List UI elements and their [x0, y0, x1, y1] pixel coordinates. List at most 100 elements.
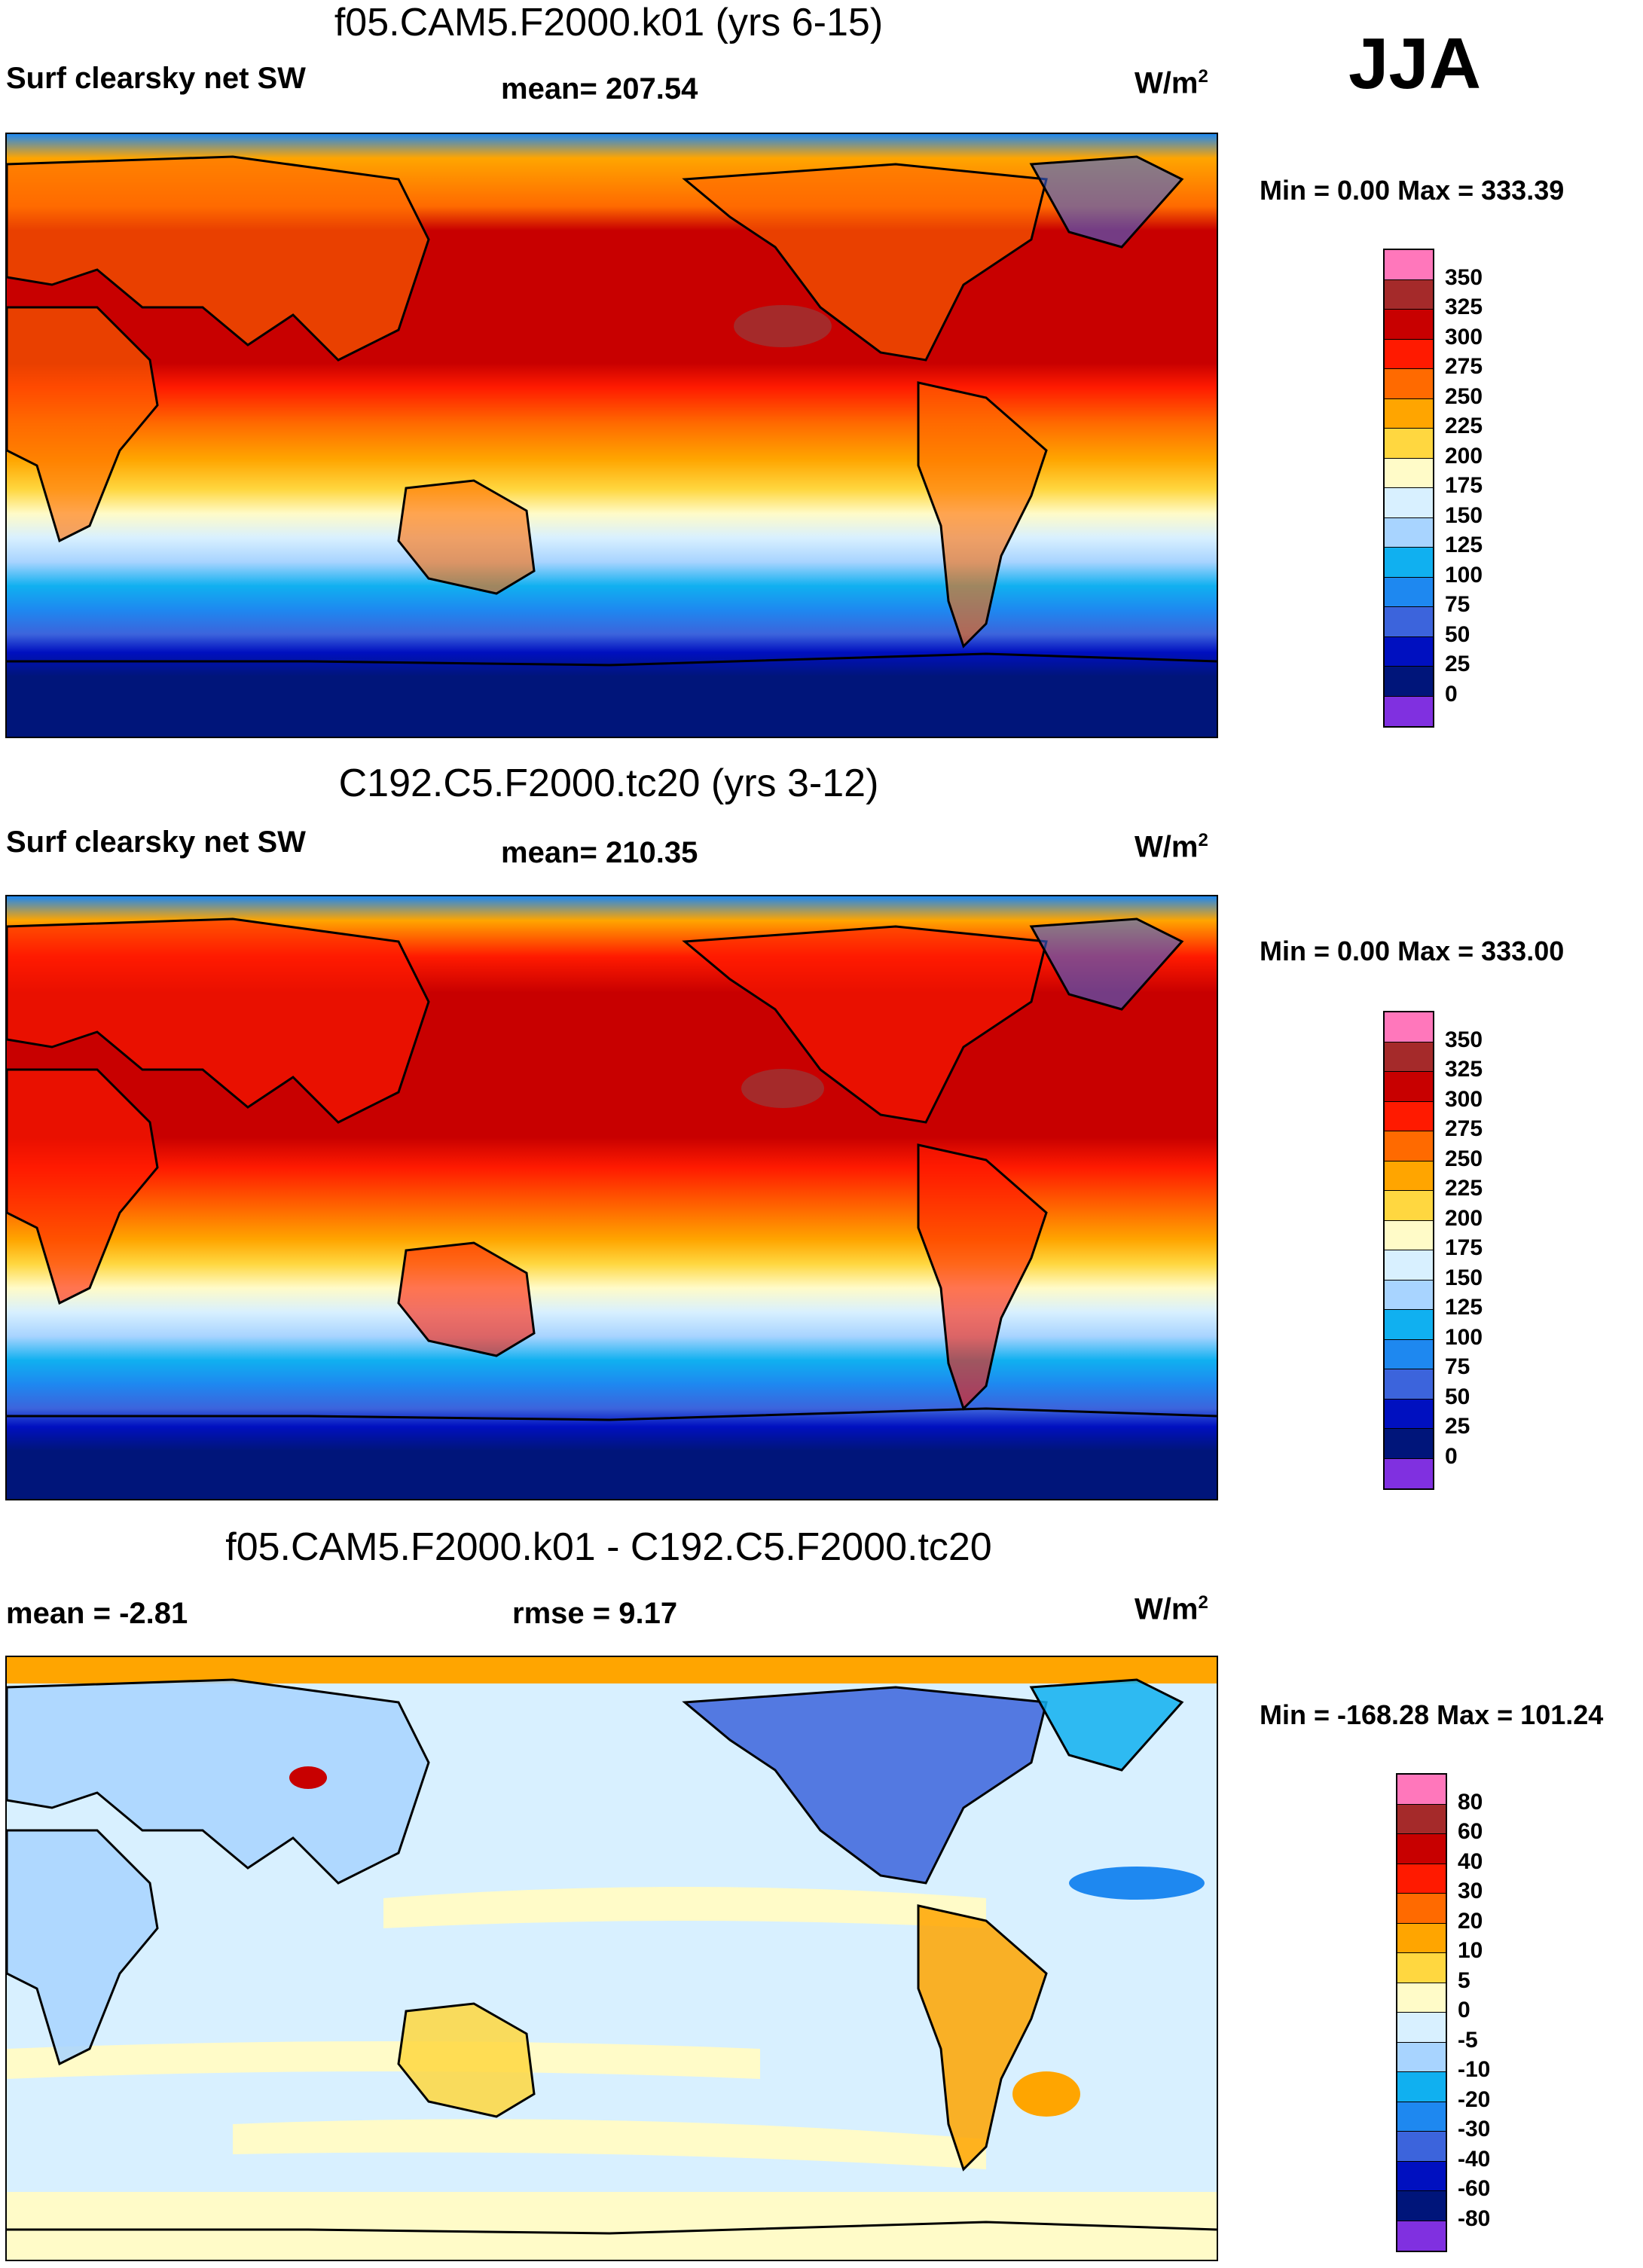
colorbar-swatch [1397, 1923, 1446, 1953]
colorbar-tick-label: 125 [1445, 1295, 1483, 1320]
colorbar-swatch [1385, 429, 1433, 459]
colorbar-swatch [1385, 636, 1433, 667]
panel-1-australia [397, 479, 536, 595]
panel-1-eurasia [7, 155, 430, 362]
colorbar-swatch [1397, 1775, 1446, 1805]
colorbar-swatch [1385, 1458, 1433, 1488]
colorbar-tick-label: -60 [1458, 2176, 1491, 2201]
panel-1-min-max: Min = 0.00 Max = 333.39 [1260, 175, 1565, 206]
colorbar-tick-label: 300 [1445, 1086, 1483, 1112]
panel-1-colorbar [1383, 249, 1434, 728]
colorbar-swatch [1397, 1953, 1446, 1983]
colorbar-tick-label: 50 [1445, 1384, 1470, 1409]
panel-1-north-america [682, 163, 1048, 362]
panel-2-continents [7, 917, 1217, 1421]
colorbar-swatch [1397, 2221, 1446, 2251]
colorbar-swatch [1397, 2191, 1446, 2221]
colorbar-tick-label: 350 [1445, 1027, 1483, 1052]
colorbar-tick-label: 20 [1458, 1908, 1483, 1934]
panel-1-map-svg [7, 134, 1217, 737]
colorbar-tick-label: 175 [1445, 1235, 1483, 1260]
colorbar-tick-label: 275 [1445, 354, 1483, 379]
panel-3-atlantic-anomaly [1069, 1867, 1205, 1900]
panel-2-south-america [917, 1143, 1048, 1411]
panel-3-arctic-band [7, 1657, 1217, 1683]
panel-3-continents [7, 1678, 1217, 2235]
panel-2-mean-label: mean= 210.35 [501, 836, 698, 869]
panel-1-mean-label: mean= 207.54 [501, 72, 698, 105]
colorbar-tick-label: 150 [1445, 1265, 1483, 1290]
colorbar-swatch [1385, 369, 1433, 399]
panel-3-title: f05.CAM5.F2000.k01 - C192.C5.F2000.tc20 [225, 1525, 992, 1569]
colorbar-tick-label: 75 [1445, 1354, 1470, 1379]
colorbar-swatch [1385, 607, 1433, 637]
panel-2-units-text: W/m [1135, 830, 1199, 864]
panel-3-units-text: W/m [1135, 1592, 1199, 1626]
colorbar-tick-label: 10 [1458, 1938, 1483, 1963]
colorbar-tick-label: 50 [1445, 621, 1470, 647]
panel-3-mean-label: mean = -2.81 [6, 1597, 188, 1630]
colorbar-swatch [1397, 2013, 1446, 2043]
colorbar-tick-label: 250 [1445, 1146, 1483, 1171]
panel-2-colorbar [1383, 1011, 1434, 1490]
colorbar-swatch [1397, 1834, 1446, 1864]
colorbar-swatch [1385, 310, 1433, 340]
colorbar-swatch [1385, 1220, 1433, 1250]
panel-2-africa [7, 1068, 159, 1305]
colorbar-tick-label: 25 [1445, 652, 1470, 676]
panel-1-antarctica [7, 652, 1217, 667]
colorbar-swatch [1385, 1072, 1433, 1102]
panel-3-map-svg [7, 1657, 1217, 2260]
panel-3-rmse-label: rmse = 9.17 [512, 1597, 678, 1630]
panel-3-colorbar-ticks: 80 60 40 30 20 10 5 0 -5 -10 -20 -30 -40 -60 -80 [1458, 1773, 1548, 2252]
panel-3-map [5, 1656, 1218, 2261]
colorbar-swatch [1385, 339, 1433, 369]
colorbar-tick-label: 225 [1445, 414, 1483, 438]
colorbar-tick-label: 60 [1458, 1819, 1483, 1844]
panel-3-south-atlantic-anomaly [1012, 2071, 1080, 2117]
panel-2-min-max: Min = 0.00 Max = 333.00 [1260, 936, 1565, 966]
colorbar-swatch [1397, 2102, 1446, 2132]
colorbar-tick-label: 0 [1445, 681, 1458, 707]
panel-2-max-region [741, 1069, 824, 1108]
panel-3-tibet-anomaly [289, 1766, 327, 1789]
colorbar-swatch [1385, 1042, 1433, 1072]
panel-3-antarctica [7, 2221, 1217, 2235]
panel-3-eurasia [7, 1678, 430, 1885]
colorbar-tick-label: 225 [1445, 1176, 1483, 1201]
colorbar-swatch [1397, 1864, 1446, 1894]
colorbar-tick-label: 175 [1445, 473, 1483, 498]
panel-3-south-america [917, 1904, 1048, 2172]
colorbar-tick-label: 325 [1445, 295, 1483, 319]
colorbar-swatch [1385, 1131, 1433, 1161]
colorbar-tick-label: 150 [1445, 502, 1483, 528]
colorbar-swatch [1385, 1369, 1433, 1400]
colorbar-swatch [1385, 1250, 1433, 1281]
colorbar-swatch [1385, 279, 1433, 310]
panel-1-units: W/m2 [1135, 66, 1208, 100]
colorbar-swatch [1385, 250, 1433, 280]
colorbar-tick-label: -10 [1458, 2057, 1491, 2082]
colorbar-tick-label: 75 [1445, 592, 1470, 617]
colorbar-swatch [1397, 1804, 1446, 1834]
colorbar-swatch [1397, 2042, 1446, 2072]
colorbar-tick-label: -30 [1458, 2117, 1491, 2141]
colorbar-swatch [1397, 1894, 1446, 1924]
colorbar-tick-label: 25 [1445, 1414, 1470, 1439]
colorbar-tick-label: 0 [1458, 1998, 1470, 2022]
panel-1-max-region [734, 305, 832, 347]
colorbar-tick-label: -5 [1458, 2027, 1478, 2053]
panel-1-greenland [1029, 155, 1184, 249]
panel-3-min-max: Min = -168.28 Max = 101.24 [1260, 1699, 1604, 1730]
colorbar-tick-label: 100 [1445, 1324, 1483, 1350]
colorbar-swatch [1385, 1012, 1433, 1042]
panel-3-units-sup: 2 [1198, 1592, 1208, 1613]
colorbar-tick-label: 40 [1458, 1848, 1483, 1874]
panel-1-colorbar-ticks: 350 325 300 275 250 225 200 175 150 125 100 75 50 25 0 [1445, 249, 1535, 728]
colorbar-tick-label: 5 [1458, 1967, 1470, 1993]
panel-3-africa [7, 1829, 159, 2066]
panel-1-units-text: W/m [1135, 66, 1199, 100]
colorbar-tick-label: 80 [1458, 1789, 1483, 1815]
colorbar-swatch [1385, 1101, 1433, 1131]
colorbar-swatch [1385, 1161, 1433, 1191]
